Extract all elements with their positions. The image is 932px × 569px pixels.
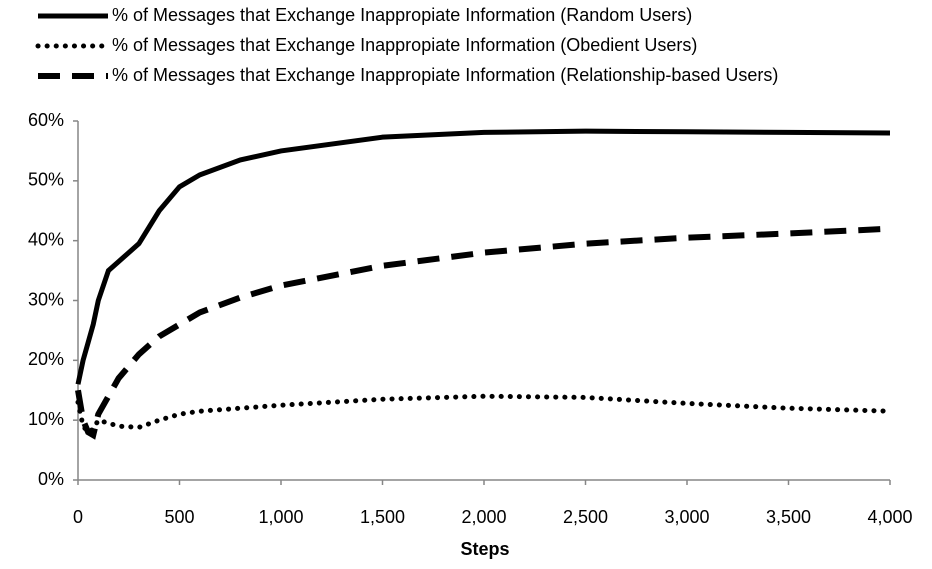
legend-label: % of Messages that Exchange Inappropiate… <box>112 35 697 55</box>
x-axis-title: Steps <box>460 539 509 559</box>
x-tick-label: 500 <box>164 507 194 527</box>
x-tick-label: 4,000 <box>867 507 912 527</box>
legend-label: % of Messages that Exchange Inappropiate… <box>112 65 778 85</box>
x-tick-label: 1,000 <box>258 507 303 527</box>
y-tick-label: 0% <box>38 469 64 489</box>
x-tick-label: 3,000 <box>664 507 709 527</box>
x-tick-label: 1,500 <box>360 507 405 527</box>
series-line <box>75 393 893 436</box>
y-tick-label: 20% <box>28 349 64 369</box>
x-tick-label: 2,500 <box>563 507 608 527</box>
y-tick-label: 10% <box>28 409 64 429</box>
y-tick-label: 30% <box>28 289 64 309</box>
series-line <box>75 128 891 385</box>
x-tick-label: 2,000 <box>461 507 506 527</box>
y-tick-label: 40% <box>28 229 64 249</box>
x-tick-label: 3,500 <box>766 507 811 527</box>
legend-label: % of Messages that Exchange Inappropiate… <box>112 5 692 25</box>
y-tick-label: 60% <box>28 110 64 130</box>
y-tick-label: 50% <box>28 170 64 190</box>
series-line <box>75 225 891 440</box>
x-tick-label: 0 <box>73 507 83 527</box>
